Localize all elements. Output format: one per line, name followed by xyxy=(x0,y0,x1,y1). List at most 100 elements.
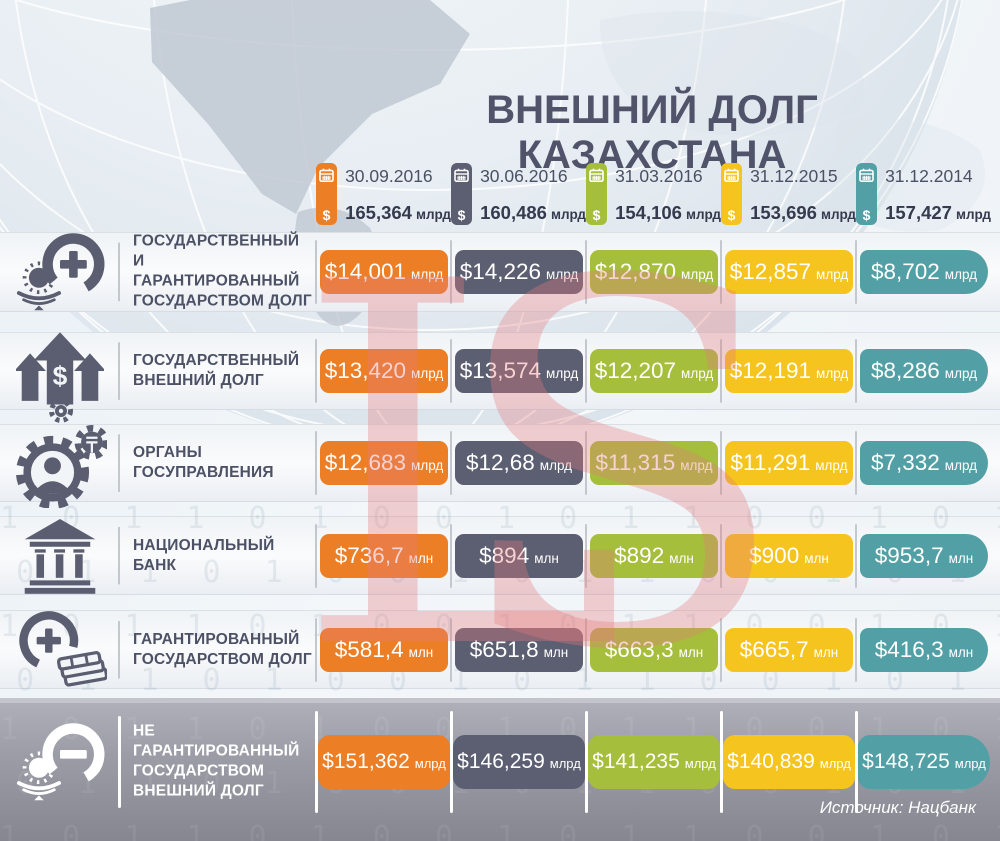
column-divider xyxy=(720,617,722,682)
column-divider xyxy=(118,342,120,400)
value-cell: $13,574 млрд xyxy=(450,332,586,410)
value-amount: $663,3 xyxy=(604,636,674,662)
date-texts: 31.12.2014 157,427 млрд xyxy=(885,163,991,229)
value-pill: $900 млн xyxy=(725,533,853,578)
value-cell: $12,68 млрд xyxy=(450,424,586,502)
column-divider xyxy=(315,711,318,813)
page-title: ВНЕШНИЙ ДОЛГ КАЗАХСТАНА xyxy=(486,88,818,177)
date-total-unit: млрд xyxy=(550,207,586,222)
date-label: 31.12.2015 xyxy=(750,166,838,186)
date-total: 165,364 млрд xyxy=(345,202,451,224)
row-values: $13,420 млрд $13,574 млрд $12,207 млрд $12,… xyxy=(315,332,996,410)
column-divider xyxy=(450,523,452,588)
column-divider xyxy=(585,711,588,813)
row-label: ОРГАНЫ ГОСУПРАВЛЕНИЯ xyxy=(133,443,315,483)
row-label-line: И ГАРАНТИРОВАННЫЙ xyxy=(133,252,300,290)
value-unit: млрд xyxy=(815,458,848,473)
column-divider xyxy=(585,431,587,495)
value-amount: $140,839 xyxy=(727,750,815,773)
value-pill: $953,7 млн xyxy=(860,533,988,578)
column-divider xyxy=(720,431,722,495)
row-label-line: ГОСУДАРСТВОМ ДОЛГ xyxy=(133,650,312,668)
date-label: 31.12.2014 xyxy=(885,166,973,186)
value-amount: $12,870 xyxy=(594,259,677,284)
gear-person-icon xyxy=(6,424,114,508)
table-row: ОРГАНЫ ГОСУПРАВЛЕНИЯ $12,683 млрд $12,68 мл… xyxy=(0,424,1000,508)
value-pill: $12,683 млрд xyxy=(320,441,448,485)
table-row: НЕ ГАРАНТИРОВАННЫЙ ГОСУДАРСТВОМ ВНЕШНИЙ ДО… xyxy=(0,706,1000,818)
date-column: $ 30.09.2016 165,364 млрд xyxy=(316,163,451,229)
value-unit: млн xyxy=(804,550,829,566)
value-cell: $900 млн xyxy=(720,516,856,595)
date-total-amount: 157,427 xyxy=(885,202,952,223)
value-pill: $151,362 млрд xyxy=(318,735,450,789)
value-pill: $12,191 млрд xyxy=(725,349,853,393)
value-pill: $14,226 млрд xyxy=(455,250,583,294)
column-divider xyxy=(315,240,317,304)
row-label: НЕ ГАРАНТИРОВАННЫЙ ГОСУДАРСТВОМ ВНЕШНИЙ ДО… xyxy=(133,722,315,803)
dollar-icon: $ xyxy=(592,207,601,223)
row-values: $736,7 млн $894 млн $892 млн $900 млн $953,7… xyxy=(315,516,996,595)
value-amount: $651,8 xyxy=(469,636,539,662)
column-divider xyxy=(720,523,722,588)
value-amount: $416,3 xyxy=(874,636,944,662)
value-amount: $7,332 xyxy=(870,450,940,475)
value-pill: $892 млн xyxy=(590,533,718,578)
row-label-line: ГОСУДАРСТВОМ ДОЛГ xyxy=(133,293,312,311)
small-gear-icon xyxy=(48,398,74,429)
value-unit: млн xyxy=(948,550,974,566)
column-divider xyxy=(585,523,587,588)
value-unit: млрд xyxy=(944,366,978,381)
value-amount: $12,68 xyxy=(465,450,535,475)
value-amount: $8,286 xyxy=(870,358,940,383)
value-unit: млрд xyxy=(681,366,714,381)
column-divider xyxy=(720,240,722,304)
table-row: ГОСУДАРСТВЕННЫЙ И ГАРАНТИРОВАННЫЙ ГОСУДАРС… xyxy=(0,232,1000,312)
date-total: 153,696 млрд xyxy=(750,202,856,224)
row-label-line: ГАРАНТИРОВАННЫЙ xyxy=(133,630,300,648)
value-pill: $148,725 млрд xyxy=(858,735,990,789)
value-amount: $14,001 xyxy=(324,259,407,284)
column-divider xyxy=(855,339,857,403)
value-cell: $140,839 млрд xyxy=(720,706,856,818)
value-pill: $8,286 млрд xyxy=(860,349,988,393)
value-pill: $11,315 млрд xyxy=(590,441,718,485)
value-cell: $665,7 млн xyxy=(720,610,856,689)
column-divider xyxy=(118,434,120,492)
value-unit: млрд xyxy=(816,366,849,381)
value-cell: $12,683 млрд xyxy=(315,424,451,502)
value-unit: млн xyxy=(948,644,974,660)
calendar-icon xyxy=(724,168,739,187)
value-cell: $151,362 млрд xyxy=(315,706,451,818)
value-unit: млрд xyxy=(411,458,444,473)
row-values: $12,683 млрд $12,68 млрд $11,315 млрд $11,2… xyxy=(315,424,996,502)
row-label-line: ГОСУДАРСТВЕННЫЙ xyxy=(133,351,300,369)
value-amount: $953,7 xyxy=(874,542,944,568)
row-values: $581,4 млн $651,8 млн $663,3 млн $665,7 млн … xyxy=(315,610,996,689)
column-divider xyxy=(855,523,857,588)
row-label: ГАРАНТИРОВАННЫЙ ГОСУДАРСТВОМ ДОЛГ xyxy=(133,629,315,669)
column-divider xyxy=(118,620,120,679)
money-plus-icon xyxy=(6,610,114,689)
date-pill: $ xyxy=(316,163,338,225)
column-divider xyxy=(315,339,317,403)
value-cell: $11,291 млрд xyxy=(720,424,856,502)
value-pill: $146,259 млрд xyxy=(453,735,585,789)
value-cell: $146,259 млрд xyxy=(450,706,586,818)
value-unit: млрд xyxy=(414,756,446,771)
calendar-icon xyxy=(589,168,604,187)
emblem-minus-icon xyxy=(6,706,114,818)
value-pill: $12,207 млрд xyxy=(590,349,718,393)
value-cell: $953,7 млн xyxy=(855,516,991,595)
table-row: ГАРАНТИРОВАННЫЙ ГОСУДАРСТВОМ ДОЛГ $581,4 м… xyxy=(0,610,1000,689)
date-total: 160,486 млрд xyxy=(480,202,586,224)
value-unit: млрд xyxy=(411,366,444,381)
date-column: $ 31.12.2015 153,696 млрд xyxy=(721,163,856,229)
column-divider xyxy=(585,617,587,682)
value-amount: $8,702 xyxy=(870,259,940,284)
value-pill: $663,3 млн xyxy=(590,627,718,672)
date-total-unit: млрд xyxy=(955,207,991,222)
date-column: $ 31.03.2016 154,106 млрд xyxy=(586,163,721,229)
